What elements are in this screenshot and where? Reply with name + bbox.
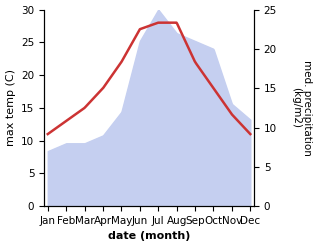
Y-axis label: max temp (C): max temp (C) bbox=[5, 69, 16, 146]
Y-axis label: med. precipitation
(kg/m2): med. precipitation (kg/m2) bbox=[291, 60, 313, 156]
X-axis label: date (month): date (month) bbox=[108, 231, 190, 242]
